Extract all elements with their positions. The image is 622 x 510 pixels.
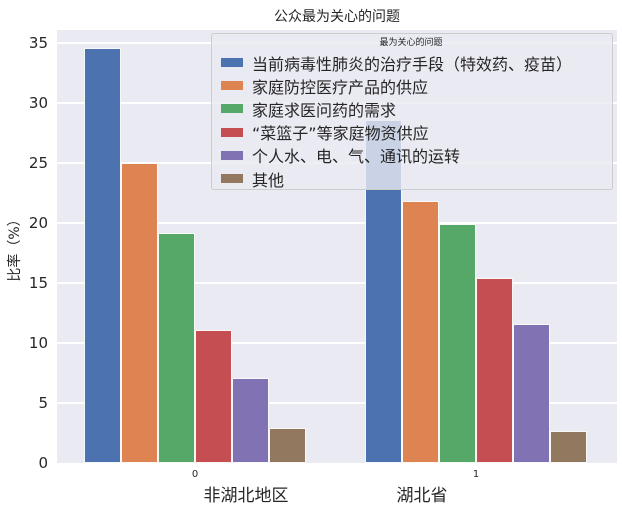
legend-item-label: 其他 (252, 170, 285, 190)
bar (232, 377, 270, 463)
legend-item: 其他 (218, 167, 604, 190)
bar (269, 428, 307, 463)
bar (476, 278, 513, 463)
legend-swatch (221, 174, 243, 184)
legend-title: 最为关心的问题 (379, 38, 443, 48)
gridline (57, 342, 617, 344)
y-tick-label: 30 (28, 94, 48, 112)
gridline (57, 402, 617, 404)
category-label: 湖北省 (396, 486, 448, 506)
y-tick-label: 15 (28, 274, 48, 292)
legend-swatch (221, 58, 243, 68)
x-tick-label: 1 (472, 469, 480, 480)
y-tick-label: 35 (28, 34, 48, 52)
gridline (57, 282, 617, 284)
legend-item: 家庭防控医疗产品的供应 (218, 74, 604, 97)
gridline (57, 222, 617, 224)
legend-item: 家庭求医问药的需求 (218, 97, 604, 120)
legend-item-label: 当前病毒性肺炎的治疗手段（特效药、疫苗） (252, 54, 573, 74)
chart-title: 公众最为关心的问题 (274, 9, 400, 25)
legend-swatch (221, 104, 243, 114)
y-tick-label: 0 (38, 454, 48, 472)
legend-item: “菜篮子”等家庭物资供应 (218, 121, 604, 144)
bar (401, 201, 439, 463)
bar (83, 47, 121, 463)
legend-swatch (221, 127, 243, 137)
legend-item-label: 家庭防控医疗产品的供应 (252, 77, 429, 97)
x-tick-label: 0 (191, 469, 199, 480)
y-tick-label: 5 (38, 394, 48, 412)
bar (550, 430, 588, 463)
legend-item-label: “菜篮子”等家庭物资供应 (252, 124, 429, 144)
bar (157, 232, 195, 463)
bar (513, 323, 551, 463)
bar (195, 329, 232, 463)
y-tick-label: 10 (28, 334, 48, 352)
legend-swatch (221, 81, 243, 91)
legend-item: 当前病毒性肺炎的治疗手段（特效药、疫苗） (218, 51, 604, 74)
y-tick-label: 25 (28, 154, 48, 172)
legend-swatch (221, 150, 243, 160)
legend: 最为关心的问题 当前病毒性肺炎的治疗手段（特效药、疫苗） 家庭防控医疗产品的供应家… (211, 33, 613, 190)
y-tick-label: 20 (28, 214, 48, 232)
legend-item-label: 家庭求医问药的需求 (252, 100, 397, 120)
legend-item-label: 个人水、电、气、通讯的运转 (252, 147, 461, 167)
bar (120, 163, 158, 463)
legend-items: 当前病毒性肺炎的治疗手段（特效药、疫苗） 家庭防控医疗产品的供应 家庭求医问药的需求… (218, 51, 604, 190)
category-label: 非湖北地区 (203, 486, 289, 506)
bar (438, 224, 476, 463)
legend-item: 个人水、电、气、通讯的运转 (218, 144, 604, 167)
